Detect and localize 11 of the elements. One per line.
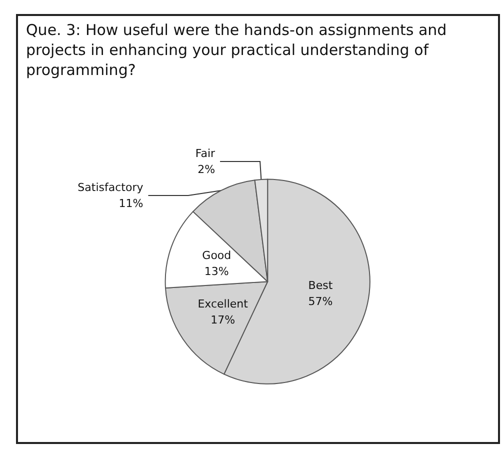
slice-label: Fair bbox=[195, 147, 216, 160]
slice-label: Excellent bbox=[198, 298, 249, 311]
data-label: 57% bbox=[308, 294, 333, 308]
data-label: 2% bbox=[198, 163, 216, 176]
chart-title: Que. 3: How useful were the hands-on assignments and projects in enhancing your practical understanding of programming? bbox=[26, 20, 448, 80]
data-label: 17% bbox=[210, 314, 236, 327]
slice-label: Satisfactory bbox=[78, 181, 144, 194]
slice-label: Good bbox=[202, 248, 232, 262]
slice-label: Best bbox=[308, 278, 334, 292]
data-label: 13% bbox=[204, 264, 229, 278]
data-label: 11% bbox=[118, 197, 144, 210]
